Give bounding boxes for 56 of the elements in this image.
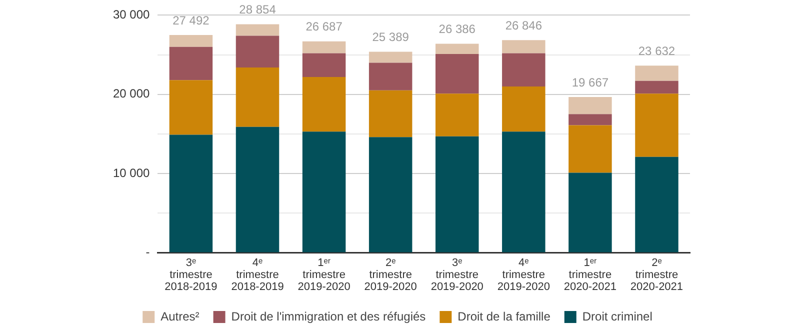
y-tick-label: 30 000 xyxy=(113,8,150,22)
bar xyxy=(236,67,280,127)
bar xyxy=(635,66,678,81)
legend-label: Droit de la famille xyxy=(458,309,551,324)
bar xyxy=(435,136,479,252)
x-tick-label: 3ᵉ trimestre 2018-2019 xyxy=(164,256,218,293)
x-tick-label: 2ᵉ trimestre 2020-2021 xyxy=(630,256,684,293)
total-label: 25 389 xyxy=(372,30,410,44)
bar xyxy=(568,114,612,126)
bar xyxy=(368,137,412,252)
x-tick-label: 4ᵉ trimestre 2019-2020 xyxy=(497,256,550,293)
bar xyxy=(502,40,546,54)
legend-label: Droit de l'immigration et des réfugiés xyxy=(231,309,426,324)
total-label: 19 667 xyxy=(572,75,609,90)
total-label: 26 687 xyxy=(306,20,343,34)
bar xyxy=(302,53,346,77)
bar xyxy=(302,132,346,252)
bar xyxy=(302,41,346,54)
bar xyxy=(435,44,479,54)
bar xyxy=(169,35,213,47)
bar xyxy=(236,126,280,252)
bar xyxy=(236,24,280,36)
x-tick-label: 1ᵉʳ trimestre 2020-2021 xyxy=(564,256,616,293)
bar xyxy=(502,86,546,132)
total-label: 28 854 xyxy=(239,2,276,17)
total-label: 26 846 xyxy=(505,18,542,32)
bar xyxy=(435,94,479,136)
bar xyxy=(635,156,678,252)
bar xyxy=(635,80,678,94)
y-tick-label: 20 000 xyxy=(113,86,150,101)
x-tick-label: 1ᵉʳ trimestre 2019-2020 xyxy=(298,256,350,293)
total-label: 23 632 xyxy=(638,44,676,58)
x-tick-label: 2ᵉ trimestre 2019-2020 xyxy=(364,256,417,293)
bar xyxy=(435,54,479,94)
bar xyxy=(368,62,412,90)
bar xyxy=(368,90,412,138)
bar xyxy=(568,97,612,114)
bar xyxy=(236,36,280,68)
bar xyxy=(169,46,213,80)
legend-label: Droit criminel xyxy=(582,309,652,324)
bar xyxy=(502,132,546,252)
bar xyxy=(635,94,678,157)
bar xyxy=(568,172,612,252)
bar xyxy=(568,125,612,173)
bar xyxy=(169,134,213,252)
total-label: 27 492 xyxy=(172,13,210,28)
y-tick-label: - xyxy=(146,245,150,260)
total-label: 26 386 xyxy=(438,22,476,36)
x-tick-label: 4ᵉ trimestre 2018-2019 xyxy=(231,256,284,293)
bar xyxy=(302,76,346,132)
y-tick-label: 10 000 xyxy=(113,166,150,180)
x-tick-label: 3ᵉ trimestre 2019-2020 xyxy=(430,256,484,293)
bar xyxy=(502,53,546,86)
bar xyxy=(368,52,412,63)
legend-label: Autres² xyxy=(160,309,200,324)
bar xyxy=(169,80,213,135)
